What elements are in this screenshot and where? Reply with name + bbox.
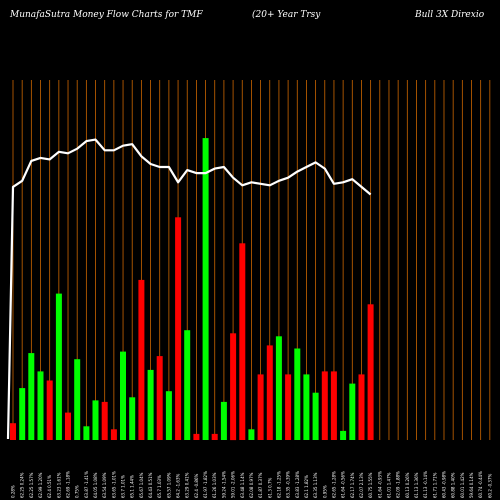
money-inflow-bar — [93, 400, 99, 440]
money-outflow-bar — [157, 356, 163, 440]
money-outflow-bar — [10, 423, 16, 440]
x-axis-label: 62.1 1.82% — [304, 475, 309, 498]
x-axis-label: 65.1 1.44% — [130, 475, 135, 498]
money-outflow-bar — [193, 434, 199, 440]
x-axis-label: 63.35 -0.39% — [286, 471, 291, 498]
money-inflow-bar — [303, 374, 309, 440]
money-outflow-bar — [212, 434, 218, 440]
x-axis-label: 61.3 0.7% — [267, 477, 272, 498]
money-outflow-bar — [175, 217, 181, 440]
x-axis-label: 62.4 -0.86% — [194, 473, 199, 498]
chart-title-middle: (20+ Year Trsy — [252, 9, 321, 20]
x-axis-label: 65.67 1.04% — [139, 472, 144, 498]
money-outflow-bar — [359, 374, 365, 440]
x-axis-label: 63.23 1.61% — [56, 472, 61, 498]
money-inflow-bar — [120, 352, 126, 440]
x-axis-label: 61.13 1.36% — [414, 472, 419, 498]
x-axis-label: 62.65 -1.28% — [331, 471, 336, 498]
x-axis-label: 63.29 0.41% — [185, 472, 190, 498]
money-outflow-bar — [239, 243, 245, 440]
x-axis-label: 0.95% — [322, 485, 327, 498]
x-axis-label: 59.01 -2.06% — [231, 471, 236, 498]
money-inflow-bar — [166, 391, 172, 440]
x-axis-label: 61.87 0.37% — [258, 472, 263, 498]
money-inflow-bar — [38, 371, 44, 440]
x-axis-label: 62.25 1.57% — [29, 472, 34, 498]
x-axis-label: 0.28% — [11, 485, 16, 498]
x-axis-label: 61.26 1.03% — [212, 472, 217, 498]
x-axis-label: 65.7 1.03% — [157, 475, 162, 498]
money-inflow-bar — [74, 359, 80, 440]
x-axis-label: 62.25 0.24% — [20, 472, 25, 498]
money-inflow-bar — [56, 294, 62, 440]
x-axis-label: 63.87 -1.41% — [84, 471, 89, 498]
x-axis-label: 65.57 1.09% — [166, 472, 171, 498]
x-axis-label: 62.4 0.51% — [47, 475, 52, 498]
x-axis-label: 62.17 1.74% — [350, 472, 355, 498]
x-axis-label: 63.7 1.01% — [121, 475, 126, 498]
x-axis-label: 63.54 1.09% — [102, 472, 107, 498]
money-inflow-bar — [203, 138, 209, 440]
money-inflow-bar — [28, 353, 34, 440]
money-inflow-bar — [129, 397, 135, 440]
x-axis-label: 61.13 -0.14% — [423, 471, 428, 498]
money-outflow-bar — [285, 374, 291, 440]
x-axis-label: 64.05 1.08% — [93, 472, 98, 498]
x-axis-label: 61.01 1.47% — [386, 472, 391, 498]
money-inflow-bar — [221, 402, 227, 440]
x-axis-label: 63.35 1.13% — [313, 472, 318, 498]
x-axis-label: 61.97 -1.82% — [203, 471, 208, 498]
x-axis-label: 62.18 -1.25% — [276, 471, 281, 498]
x-axis-label: 64.2 -1.63% — [176, 473, 181, 498]
money-outflow-bar — [368, 304, 374, 440]
x-axis-label: 59.24 -1.54% — [221, 471, 226, 498]
x-axis-label: 60.01 1.42% — [460, 472, 465, 498]
x-axis-label: 62.99 1.20% — [38, 472, 43, 498]
money-inflow-bar — [184, 330, 190, 440]
money-inflow-bar — [349, 384, 355, 440]
x-axis-label: 63.65 -1.01% — [111, 471, 116, 498]
x-axis-label: 60.88 1.40% — [451, 472, 456, 498]
x-axis-label: 64.43 0.51% — [148, 472, 153, 498]
x-axis-label: 59.64 0.14% — [469, 472, 474, 498]
money-inflow-bar — [313, 393, 319, 440]
x-axis-label: 61.64 -0.56% — [341, 471, 346, 498]
money-inflow-bar — [276, 336, 282, 440]
x-axis-label: 62.69 -1.18% — [66, 471, 71, 498]
money-outflow-bar — [267, 345, 273, 440]
x-axis-label: 61.71 1.71% — [432, 472, 437, 498]
x-axis-label: 63.48 1.14% — [240, 472, 245, 498]
money-inflow-bar — [148, 370, 154, 440]
x-axis-label: 60.13 0.26% — [405, 472, 410, 498]
x-axis-label: 62.08 0.97% — [249, 472, 254, 498]
money-outflow-bar — [47, 381, 53, 441]
money-inflow-bar — [248, 429, 254, 440]
money-outflow-bar — [111, 429, 117, 440]
money-outflow-bar — [322, 371, 328, 440]
x-axis-label: 60.74 -0.44% — [478, 471, 483, 498]
x-axis-label: 62.09 -1.88% — [396, 471, 401, 498]
x-axis-label: 60.75 1.55% — [368, 472, 373, 498]
money-inflow-bar — [340, 431, 346, 440]
money-inflow-bar — [83, 426, 89, 440]
money-inflow-bar — [19, 388, 25, 440]
x-axis-label: 62.07 2.13% — [359, 472, 364, 498]
money-outflow-bar — [331, 371, 337, 440]
money-outflow-bar — [138, 280, 144, 440]
money-outflow-bar — [258, 374, 264, 440]
x-axis-label: 61.64 -0.93% — [377, 471, 382, 498]
money-outflow-bar — [65, 413, 71, 440]
money-inflow-bar — [294, 349, 300, 441]
money-outflow-bar — [102, 402, 108, 440]
chart-title-right: Bull 3X Direxio — [414, 10, 485, 20]
x-axis-label: 63.83 -1.28% — [295, 471, 300, 498]
x-axis-label: 60.2 -0.37% — [487, 473, 492, 498]
money-outflow-bar — [230, 333, 236, 440]
chart-title-left: MunafaSutra Money Flow Charts for TMF — [9, 10, 203, 20]
x-axis-label: 0.75% — [75, 485, 80, 498]
x-axis-label: 60.43 -0.98% — [441, 471, 446, 498]
